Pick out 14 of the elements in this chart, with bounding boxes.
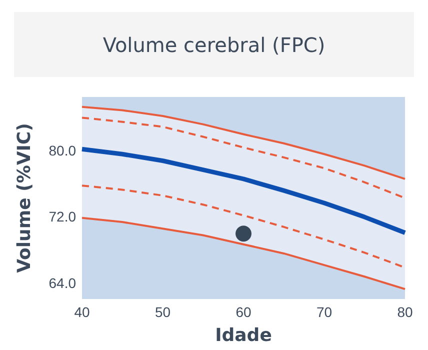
x-tick-label: 70 bbox=[316, 304, 332, 320]
x-tick-label: 40 bbox=[74, 304, 90, 320]
x-axis-title: Idade bbox=[215, 325, 272, 346]
line-series bbox=[81, 106, 406, 180]
y-tick-label: 64.0 bbox=[48, 274, 76, 291]
x-tick-label: 60 bbox=[236, 304, 252, 320]
x-tick-label: 80 bbox=[397, 304, 413, 320]
x-tick-label: 50 bbox=[154, 304, 171, 320]
chart-title: Volume cerebral (FPC) bbox=[102, 33, 326, 57]
y-axis-title: Volume (%VIC) bbox=[14, 123, 35, 273]
line-series bbox=[80, 146, 408, 236]
y-tick-label: 80.0 bbox=[48, 142, 76, 158]
line-series bbox=[81, 216, 406, 290]
y-tick-label: 72.0 bbox=[48, 208, 76, 225]
